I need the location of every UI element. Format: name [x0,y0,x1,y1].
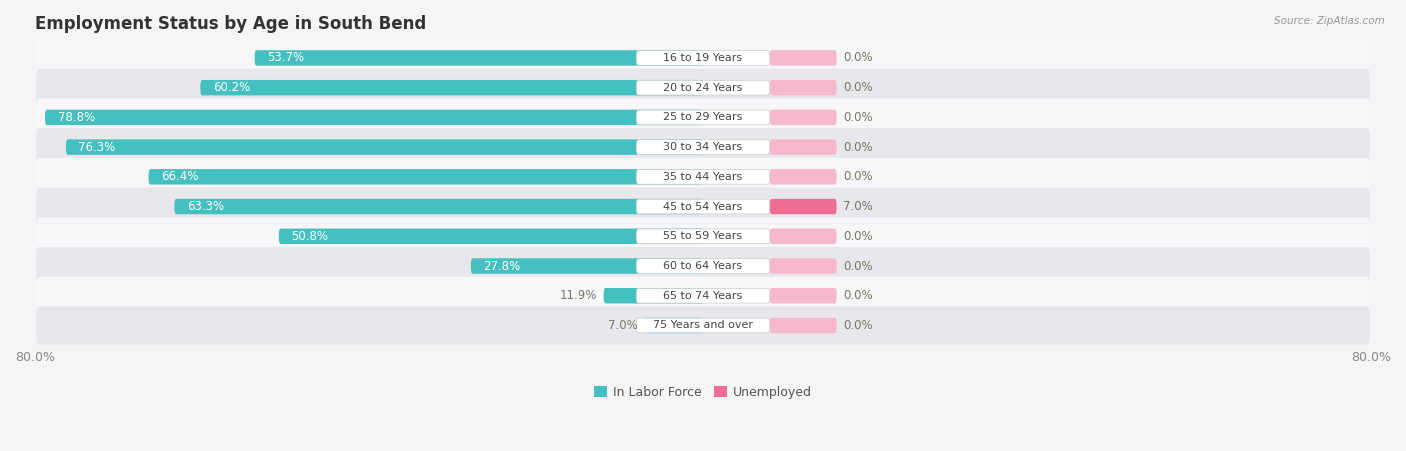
FancyBboxPatch shape [770,139,837,155]
Text: 66.4%: 66.4% [162,170,198,184]
Text: Employment Status by Age in South Bend: Employment Status by Age in South Bend [35,15,426,33]
FancyBboxPatch shape [149,169,703,184]
FancyBboxPatch shape [770,169,837,184]
FancyBboxPatch shape [37,69,1369,107]
Text: 35 to 44 Years: 35 to 44 Years [664,172,742,182]
FancyBboxPatch shape [37,188,1369,226]
Text: 53.7%: 53.7% [267,51,304,64]
Text: 76.3%: 76.3% [79,141,115,154]
Text: 63.3%: 63.3% [187,200,224,213]
Text: 30 to 34 Years: 30 to 34 Years [664,142,742,152]
Text: 60.2%: 60.2% [212,81,250,94]
FancyBboxPatch shape [603,288,703,304]
Text: 20 to 24 Years: 20 to 24 Years [664,83,742,92]
Text: 0.0%: 0.0% [844,259,873,272]
FancyBboxPatch shape [636,199,770,214]
Text: 0.0%: 0.0% [844,141,873,154]
FancyBboxPatch shape [636,318,770,333]
FancyBboxPatch shape [636,80,770,95]
FancyBboxPatch shape [770,229,837,244]
FancyBboxPatch shape [770,318,837,333]
FancyBboxPatch shape [37,217,1369,255]
FancyBboxPatch shape [636,170,770,184]
FancyBboxPatch shape [45,110,703,125]
FancyBboxPatch shape [278,229,703,244]
Text: 75 Years and over: 75 Years and over [652,321,754,331]
Text: Source: ZipAtlas.com: Source: ZipAtlas.com [1274,16,1385,26]
Text: 7.0%: 7.0% [844,200,873,213]
FancyBboxPatch shape [770,199,837,214]
Text: 78.8%: 78.8% [58,111,94,124]
Text: 50.8%: 50.8% [291,230,329,243]
Text: 7.0%: 7.0% [609,319,638,332]
Text: 16 to 19 Years: 16 to 19 Years [664,53,742,63]
FancyBboxPatch shape [770,110,837,125]
FancyBboxPatch shape [37,128,1369,166]
Text: 0.0%: 0.0% [844,111,873,124]
FancyBboxPatch shape [37,39,1369,77]
FancyBboxPatch shape [254,50,703,66]
FancyBboxPatch shape [644,318,703,333]
Text: 65 to 74 Years: 65 to 74 Years [664,291,742,301]
FancyBboxPatch shape [636,140,770,154]
Legend: In Labor Force, Unemployed: In Labor Force, Unemployed [589,381,817,404]
FancyBboxPatch shape [636,259,770,273]
FancyBboxPatch shape [174,199,703,214]
Text: 0.0%: 0.0% [844,230,873,243]
FancyBboxPatch shape [770,258,837,274]
FancyBboxPatch shape [636,51,770,65]
FancyBboxPatch shape [471,258,703,274]
Text: 0.0%: 0.0% [844,289,873,302]
Text: 11.9%: 11.9% [560,289,598,302]
FancyBboxPatch shape [636,229,770,244]
Text: 25 to 29 Years: 25 to 29 Years [664,112,742,122]
Text: 0.0%: 0.0% [844,51,873,64]
FancyBboxPatch shape [37,98,1369,136]
FancyBboxPatch shape [37,277,1369,315]
Text: 0.0%: 0.0% [844,319,873,332]
FancyBboxPatch shape [770,288,837,304]
Text: 0.0%: 0.0% [844,81,873,94]
FancyBboxPatch shape [770,50,837,66]
FancyBboxPatch shape [200,80,703,96]
FancyBboxPatch shape [636,110,770,125]
FancyBboxPatch shape [37,247,1369,285]
Text: 60 to 64 Years: 60 to 64 Years [664,261,742,271]
Text: 45 to 54 Years: 45 to 54 Years [664,202,742,212]
FancyBboxPatch shape [37,306,1369,345]
FancyBboxPatch shape [636,288,770,303]
Text: 55 to 59 Years: 55 to 59 Years [664,231,742,241]
FancyBboxPatch shape [37,158,1369,196]
Text: 0.0%: 0.0% [844,170,873,184]
Text: 27.8%: 27.8% [484,259,520,272]
FancyBboxPatch shape [770,80,837,96]
FancyBboxPatch shape [66,139,703,155]
